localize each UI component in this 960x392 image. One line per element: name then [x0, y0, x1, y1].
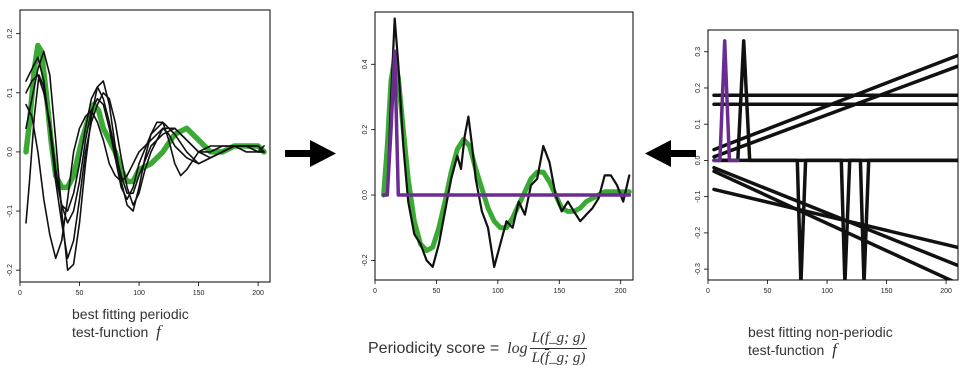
right-panel-plot: 0 50 100 150 200 -0.3 -0.2 -0.1 0.0 0.1 0.2 0.3: [695, 29, 959, 295]
right-series-line: [712, 165, 958, 268]
left-x-tick-label: 50: [76, 290, 84, 297]
right-y-tick-label: 0.1: [695, 119, 702, 129]
middle-y-tick-label: -0.2: [362, 254, 369, 266]
left-series-line: [25, 74, 265, 224]
right-series-line: [712, 53, 958, 152]
right-y-tick-label: 0.2: [695, 83, 702, 93]
right-y-tick-label: 0.0: [695, 155, 702, 165]
middle-x-tick-label: 150: [553, 288, 565, 295]
middle-y-tick-label: 0.4: [362, 59, 369, 69]
right-y-tick-label: -0.1: [695, 191, 702, 203]
right-plot-frame: [707, 29, 959, 281]
left-caption-symbol: f: [156, 322, 161, 341]
middle-panel-plot: 0 50 100 150 200 -0.2 0.0 0.2 0.4: [362, 11, 634, 295]
right-arrow-icon: [285, 140, 336, 167]
right-series-line: [712, 39, 958, 280]
right-x-tick-label: 0: [706, 288, 710, 295]
middle-plot-frame: [374, 11, 634, 281]
left-caption-line2-row: test-function f: [72, 323, 189, 341]
right-x-tick-label: 50: [764, 288, 772, 295]
right-y-tick-label: -0.3: [695, 263, 702, 275]
right-series-line: [712, 64, 958, 159]
left-x-tick-label: 150: [193, 290, 205, 297]
periodicity-score-label: Periodicity score =: [368, 340, 500, 357]
right-series-line: [712, 39, 740, 163]
middle-series-line: [381, 55, 632, 254]
left-caption-line1: best fitting periodic: [72, 306, 189, 322]
left-caption-line2: test-function: [72, 324, 149, 340]
formula-numerator: L(f_g; g): [529, 330, 588, 349]
right-x-tick-label: 150: [881, 288, 893, 295]
formula-denominator-L: L(: [531, 350, 545, 366]
formula-denominator-rest: _g; g): [549, 350, 586, 366]
left-series-line: [25, 50, 265, 272]
middle-series-line: [382, 17, 631, 268]
left-y-tick-label: 0.1: [7, 88, 14, 98]
formula-log: log: [507, 340, 528, 357]
middle-x-tick-label: 100: [492, 288, 504, 295]
left-panel-plot: 0 50 100 150 200 -0.2 -0.1 0.0 0.1 0.2: [7, 9, 271, 297]
left-caption: best fitting periodic test-function f: [72, 306, 189, 341]
left-y-tick-label: -0.1: [7, 205, 14, 217]
right-caption-line2-row: test-function f: [748, 341, 893, 359]
left-plot-frame: [19, 9, 271, 283]
right-y-tick-label: 0.3: [695, 47, 702, 57]
right-x-tick-label: 100: [821, 288, 833, 295]
left-arrow-icon: [645, 140, 696, 167]
middle-x-tick-label: 200: [615, 288, 627, 295]
right-caption-line2: test-function: [748, 342, 825, 358]
right-caption-symbol: f: [832, 340, 837, 359]
formula-denominator: L(f_g; g): [530, 349, 588, 367]
middle-y-tick-label: 0.0: [362, 190, 369, 200]
periodicity-score-formula: Periodicity score = log L(f_g; g) L(f_g;…: [368, 330, 588, 367]
left-x-tick-label: 100: [133, 290, 145, 297]
right-series-line: [712, 169, 955, 280]
left-x-tick-label: 200: [252, 290, 264, 297]
right-caption: best fitting non-periodic test-function …: [748, 324, 893, 359]
right-y-tick-label: -0.2: [695, 227, 702, 239]
left-x-tick-label: 0: [18, 290, 22, 297]
formula-fraction: L(f_g; g) L(f_g; g): [529, 330, 588, 367]
middle-x-tick-label: 50: [433, 288, 441, 295]
formula-denominator-fbar: f: [544, 350, 550, 366]
left-y-tick-label: -0.2: [7, 264, 14, 276]
right-caption-line1: best fitting non-periodic: [748, 324, 893, 340]
left-y-tick-label: 0.0: [7, 147, 14, 157]
middle-x-tick-label: 0: [373, 288, 377, 295]
left-series-line: [25, 103, 265, 260]
middle-y-tick-label: 0.2: [362, 125, 369, 135]
left-y-tick-label: 0.2: [7, 29, 14, 39]
right-x-tick-label: 200: [940, 288, 952, 295]
middle-series-line: [381, 49, 632, 197]
left-series-line: [23, 42, 267, 191]
